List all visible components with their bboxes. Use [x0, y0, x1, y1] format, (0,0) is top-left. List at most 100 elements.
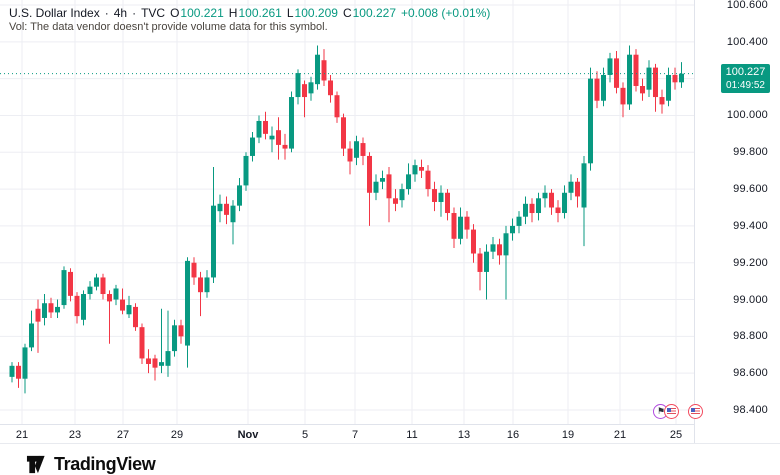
flag-icon: ⚑: [656, 406, 666, 416]
candle-body: [471, 229, 476, 254]
price-tick-label: 100.400: [726, 35, 768, 48]
symbol-exchange: TVC: [141, 6, 166, 20]
candle-body: [165, 351, 171, 366]
candle-body: [367, 155, 372, 193]
candle-body: [568, 181, 574, 193]
candle-body: [640, 85, 645, 94]
candle-body: [575, 181, 580, 197]
candle-body: [373, 181, 379, 193]
candle-body: [659, 97, 665, 105]
candle-body: [386, 174, 392, 199]
candle-body: [588, 78, 593, 164]
candle-body: [269, 135, 275, 140]
candle-body: [282, 144, 288, 149]
candle-body: [146, 358, 151, 364]
candle-body: [35, 308, 41, 322]
time-tick-label: 11: [406, 429, 418, 441]
candle-body: [419, 166, 424, 171]
candle-body: [178, 325, 184, 337]
candle-body: [672, 74, 678, 83]
candle-body: [74, 295, 80, 317]
ohlc-close: C 100.227: [342, 6, 396, 20]
candle-body: [679, 73, 684, 83]
candle-body: [412, 165, 418, 175]
candle-body: [139, 327, 145, 359]
volume-message: Vol: The data vendor doesn't provide vol…: [9, 21, 328, 33]
candle-body: [458, 216, 463, 239]
candle-body: [510, 225, 515, 234]
candle-body: [549, 192, 554, 208]
candle-body: [646, 67, 652, 90]
candle-body: [321, 60, 327, 81]
candle-body: [9, 365, 15, 377]
candle-body: [22, 347, 28, 379]
candle-body: [594, 78, 600, 101]
candle-body: [328, 80, 333, 96]
candle-body: [581, 163, 587, 208]
candle-body: [295, 73, 301, 98]
time-tick-label: Nov: [237, 429, 259, 441]
price-tick-label: 99.400: [733, 219, 768, 232]
candle-body: [61, 270, 67, 306]
candle-body: [211, 205, 216, 278]
us-flag-icon: [667, 408, 676, 415]
candle-body: [393, 198, 398, 204]
candle-body: [256, 120, 262, 138]
candle-body: [503, 233, 509, 256]
symbol-interval: 4h: [113, 6, 128, 20]
candle-body: [432, 189, 437, 202]
time-tick-label: 27: [116, 429, 130, 441]
candle-body: [406, 174, 411, 190]
candle-body: [289, 97, 294, 149]
candle-body: [425, 170, 431, 190]
candle-body: [55, 306, 60, 313]
candle-body: [523, 203, 528, 217]
time-tick-label: 13: [457, 429, 471, 441]
candle-body: [360, 143, 366, 156]
candle-body: [380, 178, 385, 182]
time-tick-label: 21: [15, 429, 29, 441]
candle-body: [620, 87, 626, 105]
price-tick-label: 100.600: [726, 0, 768, 11]
bar-countdown: 01:49:52: [726, 80, 765, 92]
candle-body: [614, 58, 619, 88]
candle-body: [451, 213, 457, 239]
footer-divider: [0, 443, 780, 444]
ohlc-high: H 100.261: [228, 6, 282, 20]
legend-separator: ·: [104, 6, 109, 20]
candle-body: [627, 54, 632, 105]
candle-body: [198, 277, 203, 293]
candle-body: [204, 277, 210, 293]
candle-body: [445, 192, 450, 214]
current-price-label: 100.227 01:49:52: [721, 64, 770, 94]
time-tick-label: 29: [170, 429, 184, 441]
time-tick-label: 5: [301, 429, 309, 441]
price-axis[interactable]: 100.600 100.400 100.000 99.800 99.600 99.400 9…: [694, 0, 780, 443]
tradingview-attribution[interactable]: TradingView: [26, 454, 156, 475]
candle-body: [172, 325, 177, 352]
candle-body: [464, 216, 470, 230]
price-tick-label: 99.200: [733, 256, 768, 269]
time-axis[interactable]: 21 23 27 29 Nov 5 7 11 13 16 19 21 25: [0, 424, 694, 448]
candle-body: [542, 192, 548, 199]
candle-body: [185, 260, 190, 346]
candle-body: [250, 137, 255, 156]
price-tick-label: 98.800: [733, 330, 768, 343]
ohlc-low: L 100.209: [286, 6, 338, 20]
candle-body: [666, 74, 671, 101]
candle-body: [133, 306, 138, 328]
price-tick-label: 100.000: [726, 109, 768, 122]
time-tick-label: 21: [613, 429, 627, 441]
candle-body: [633, 54, 639, 86]
symbol-title: U.S. Dollar Index: [9, 6, 100, 20]
candle-body: [529, 203, 535, 214]
candle-body: [263, 120, 268, 134]
us-flag-event-icon[interactable]: [664, 404, 679, 419]
candle-body: [120, 299, 125, 311]
us-flag-event-icon[interactable]: [688, 404, 703, 419]
price-tick-label: 99.800: [733, 146, 768, 159]
candle-body: [230, 205, 236, 223]
candle-body: [224, 203, 229, 215]
